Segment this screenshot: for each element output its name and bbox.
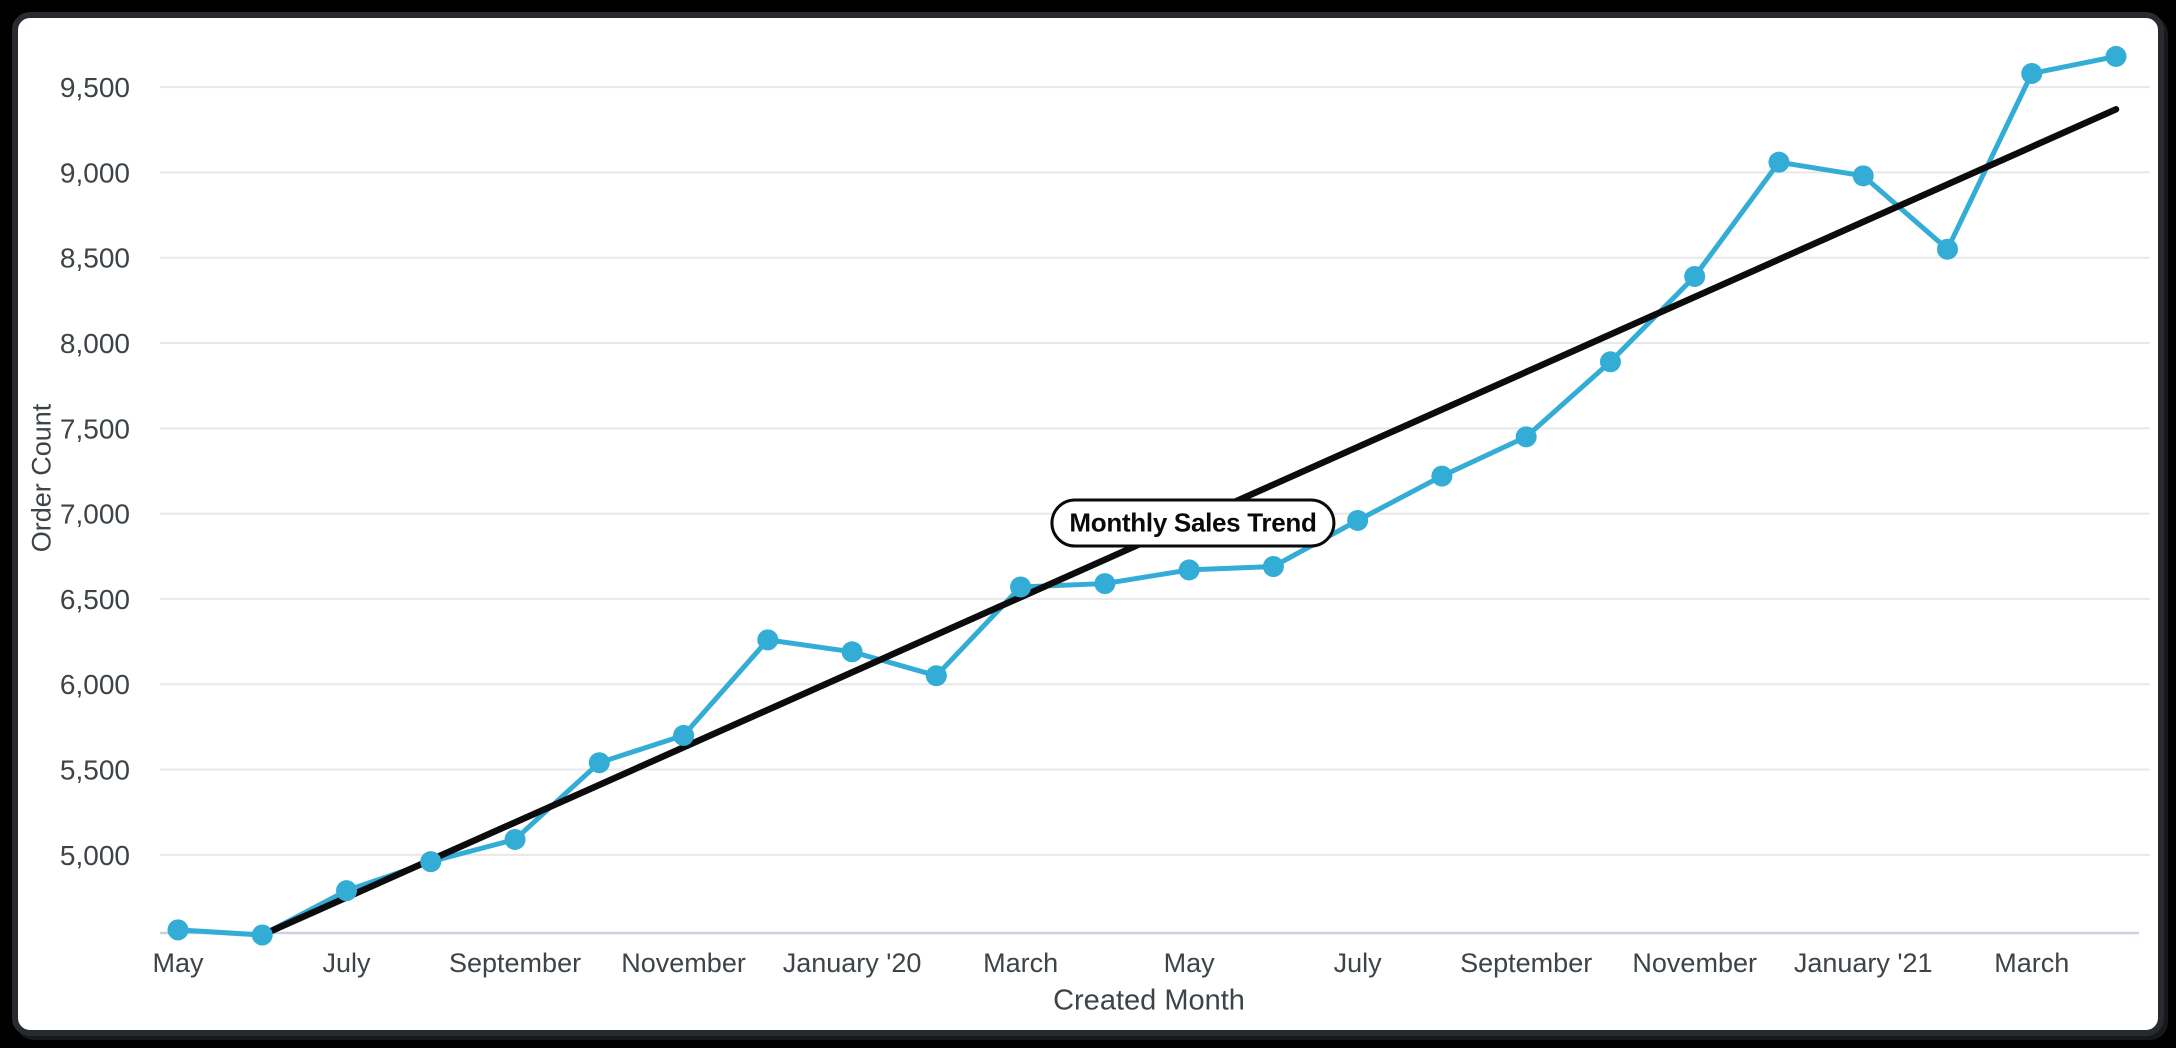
y-axis-title: Order Count: [26, 403, 57, 553]
x-tick-label: September: [449, 948, 581, 978]
data-point[interactable]: [673, 724, 695, 746]
y-tick-label: 9,000: [60, 157, 130, 188]
x-axis-title: Created Month: [1053, 984, 1245, 1017]
y-tick-label: 8,500: [60, 243, 130, 274]
data-point[interactable]: [1431, 465, 1453, 487]
data-point[interactable]: [1262, 556, 1284, 578]
data-point[interactable]: [925, 665, 947, 687]
x-tick-label: January '21: [1794, 948, 1933, 978]
data-point[interactable]: [841, 641, 863, 663]
x-tick-label: March: [1994, 948, 2069, 978]
x-tick-label: November: [1632, 948, 1757, 978]
data-point[interactable]: [1768, 151, 1790, 173]
data-point[interactable]: [504, 828, 526, 850]
y-tick-label: 9,500: [60, 72, 130, 103]
data-point[interactable]: [1094, 573, 1116, 595]
data-point[interactable]: [336, 880, 358, 902]
data-point[interactable]: [588, 752, 610, 774]
data-point[interactable]: [251, 924, 273, 946]
series-line: [175, 53, 2119, 938]
x-tick-label: January '20: [783, 948, 922, 978]
y-tick-label: 6,500: [60, 584, 130, 615]
y-tick-label: 6,000: [60, 669, 130, 700]
data-point[interactable]: [2021, 62, 2043, 84]
data-point[interactable]: [1178, 559, 1200, 581]
trendline-label-pill: Monthly Sales Trend: [1050, 498, 1336, 548]
data-point[interactable]: [420, 851, 442, 873]
x-tick-label: May: [1164, 948, 1216, 978]
data-point[interactable]: [1599, 351, 1621, 373]
data-point[interactable]: [1936, 238, 1958, 260]
x-tick-label: May: [152, 948, 204, 978]
x-tick-label: July: [323, 948, 372, 978]
x-tick-label: September: [1460, 948, 1592, 978]
x-tick-label: March: [983, 948, 1058, 978]
data-point[interactable]: [1852, 165, 1874, 187]
y-tick-label: 8,000: [60, 328, 130, 359]
y-tick-label: 5,000: [60, 840, 130, 871]
x-tick-label: November: [621, 948, 746, 978]
data-point[interactable]: [167, 919, 189, 941]
data-point[interactable]: [1684, 265, 1706, 287]
data-point[interactable]: [1010, 576, 1032, 598]
data-point[interactable]: [2105, 45, 2127, 67]
y-tick-label: 7,500: [60, 413, 130, 444]
data-point[interactable]: [1347, 509, 1369, 531]
data-point[interactable]: [757, 629, 779, 651]
x-tick-label: July: [1334, 948, 1383, 978]
y-tick-label: 5,500: [60, 755, 130, 786]
data-point[interactable]: [1515, 426, 1537, 448]
y-tick-label: 7,000: [60, 499, 130, 530]
